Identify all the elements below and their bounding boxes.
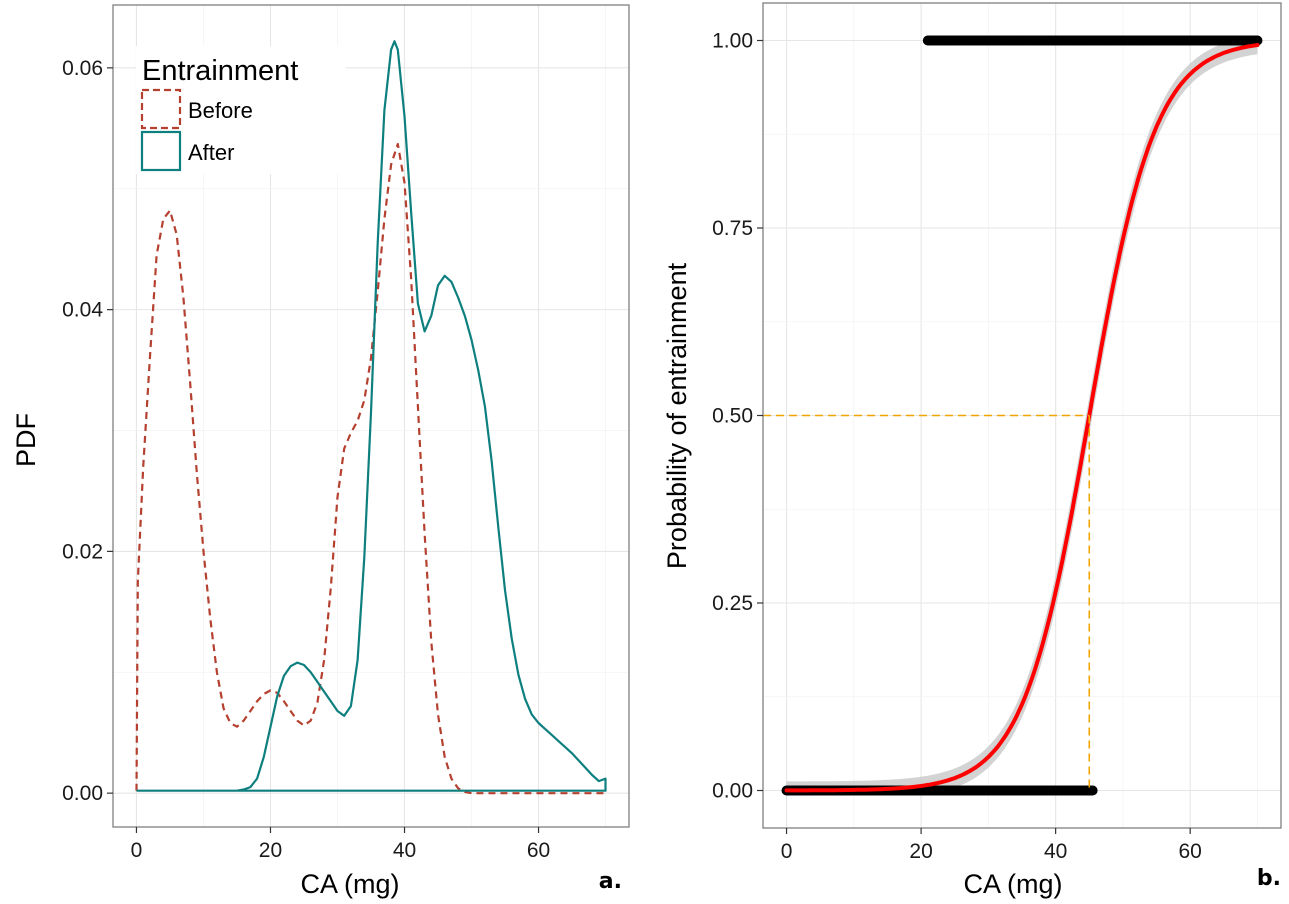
panel-a-x-tick-label: 60: [527, 839, 550, 862]
panel-a-y-tick-label: 0.02: [62, 540, 103, 563]
panel-b-x-tick-label: 0: [781, 840, 793, 863]
panel-b-x-axis-title: CA (mg): [963, 869, 1062, 899]
panel-a-x-tick-label: 20: [259, 839, 282, 862]
panel-a-y-tick-label: 0.00: [62, 782, 103, 805]
panel-a-y-tick-label: 0.06: [62, 57, 103, 80]
panel-b-y-tick-label: 0.75: [712, 217, 753, 240]
panel-b-x-tick-label: 60: [1179, 840, 1202, 863]
panel-b-y-tick-label: 1.00: [712, 30, 753, 53]
panel-b-y-tick-label: 0.50: [712, 405, 753, 428]
series-line-after: [136, 40, 607, 792]
panel-b: 0 20 40 60 0.00 0.25 0.50 0.75 1.00 CA (mg) Prob…: [662, 2, 1282, 899]
legend-label-after: After: [188, 140, 234, 165]
panel-b-marks: [763, 35, 1263, 796]
panel-b-y-tick-label: 0.25: [712, 592, 753, 615]
panel-b-tag: b.: [1257, 866, 1281, 891]
panel-b-x-tick-label: 40: [1044, 840, 1067, 863]
series-line-before: [135, 142, 606, 795]
legend-label-before: Before: [188, 98, 253, 123]
panel-a-ticks: 0 20 40 60 0.00 0.02 0.04 0.06: [62, 57, 550, 862]
panel-a-series: [135, 40, 607, 795]
panel-a-border: [112, 4, 630, 828]
legend: Entrainment Before After: [136, 46, 346, 174]
panel-b-y-tick-label: 0.00: [712, 780, 753, 803]
data-point: [1087, 785, 1098, 796]
panel-a-y-axis-title: PDF: [11, 413, 41, 467]
logistic-fit-line: [784, 43, 1260, 793]
panel-b-y-axis-title: Probability of entrainment: [662, 262, 692, 569]
data-point: [1252, 35, 1263, 46]
panel-a: 0 20 40 60 0.00 0.02 0.04 0.06 CA (mg) PDF a. E…: [11, 4, 630, 899]
panel-b-x-tick-label: 20: [909, 840, 932, 863]
panel-b-ticks: 0 20 40 60 0.00 0.25 0.50 0.75 1.00: [712, 30, 1202, 864]
points-at-one: [922, 35, 1263, 46]
panel-a-x-tick-label: 0: [131, 839, 143, 862]
legend-title: Entrainment: [142, 55, 298, 87]
panel-a-x-axis-title: CA (mg): [300, 869, 399, 899]
panel-a-y-tick-label: 0.04: [62, 299, 103, 322]
legend-key-after: [140, 130, 182, 172]
legend-key-before: [140, 88, 182, 130]
panel-a-tag: a.: [599, 869, 622, 894]
panel-a-x-tick-label: 40: [393, 839, 416, 862]
